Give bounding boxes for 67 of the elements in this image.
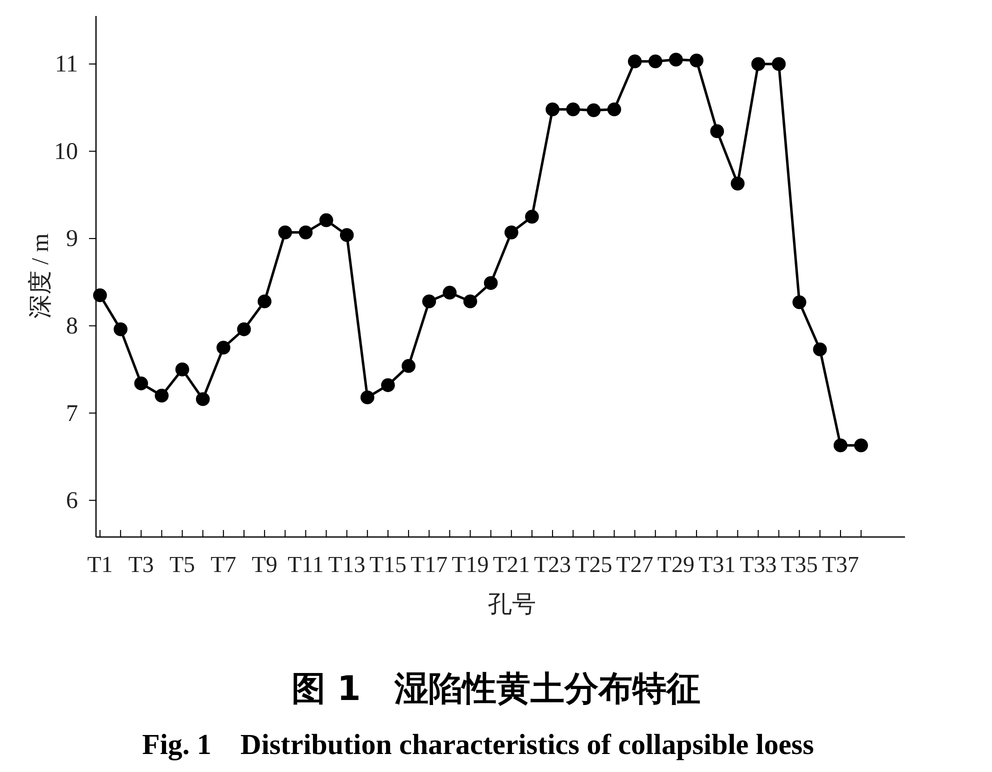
point	[525, 210, 539, 224]
point	[586, 103, 601, 118]
point	[463, 294, 478, 308]
point	[360, 390, 374, 404]
text: Fig. 1 Distribution characteristics of collapsible loess	[142, 729, 814, 761]
x-tick-label: T1	[87, 552, 113, 578]
y-tick-label: 9	[66, 226, 78, 252]
x-tick-label: T29	[657, 552, 694, 578]
x-tick-label: T7	[210, 552, 236, 578]
point	[422, 294, 436, 308]
point	[402, 359, 416, 373]
point	[792, 295, 806, 310]
point	[196, 392, 210, 406]
x-tick-label: T17	[410, 552, 448, 578]
y-tick-label: 11	[54, 52, 78, 78]
point	[114, 322, 128, 336]
y-tick-label: 6	[66, 488, 78, 514]
point	[340, 228, 354, 242]
x-tick-label: T5	[170, 552, 196, 578]
text: 图 1 湿陷性黄土分布特征	[291, 669, 701, 709]
point	[237, 322, 251, 336]
point	[648, 54, 662, 68]
point	[442, 286, 457, 300]
point	[710, 124, 724, 138]
point	[216, 340, 230, 355]
point	[319, 213, 334, 228]
point	[813, 342, 827, 356]
y-tick-label: 8	[66, 313, 78, 340]
point	[154, 388, 169, 403]
x-tick-label: T31	[698, 552, 736, 578]
x-tick-label: T15	[369, 552, 407, 578]
point	[298, 226, 313, 240]
y-axis-title: 深度 / m	[27, 233, 54, 319]
point	[258, 294, 272, 308]
point	[834, 438, 848, 452]
point	[93, 288, 107, 302]
x-tick-label: T19	[452, 552, 489, 578]
point	[175, 362, 190, 376]
point	[134, 376, 148, 390]
point	[690, 54, 704, 68]
point	[607, 102, 622, 116]
point	[751, 57, 766, 71]
x-tick-label: T33	[740, 552, 777, 578]
point	[628, 54, 642, 68]
x-axis-title: 孔号	[488, 592, 536, 618]
y-tick-label: 7	[66, 400, 78, 427]
x-tick-label: T23	[534, 552, 572, 578]
x-tick-label: T25	[575, 552, 612, 578]
point	[278, 226, 292, 240]
point	[484, 276, 498, 290]
point	[504, 226, 518, 240]
x-tick-label: T27	[616, 552, 654, 578]
point	[854, 438, 868, 452]
x-tick-label: T9	[252, 552, 278, 578]
point	[669, 52, 683, 67]
x-tick-label: T11	[288, 552, 324, 578]
x-tick-label: T37	[822, 552, 860, 578]
x-tick-label: T3	[128, 552, 154, 578]
point	[566, 102, 580, 116]
point	[730, 176, 745, 190]
x-tick-label: T13	[328, 552, 366, 578]
x-tick-label: T35	[780, 552, 818, 578]
point	[546, 102, 560, 116]
x-tick-label: T21	[492, 552, 530, 578]
y-tick-label: 10	[54, 138, 78, 165]
point	[381, 378, 395, 392]
point	[772, 57, 786, 71]
